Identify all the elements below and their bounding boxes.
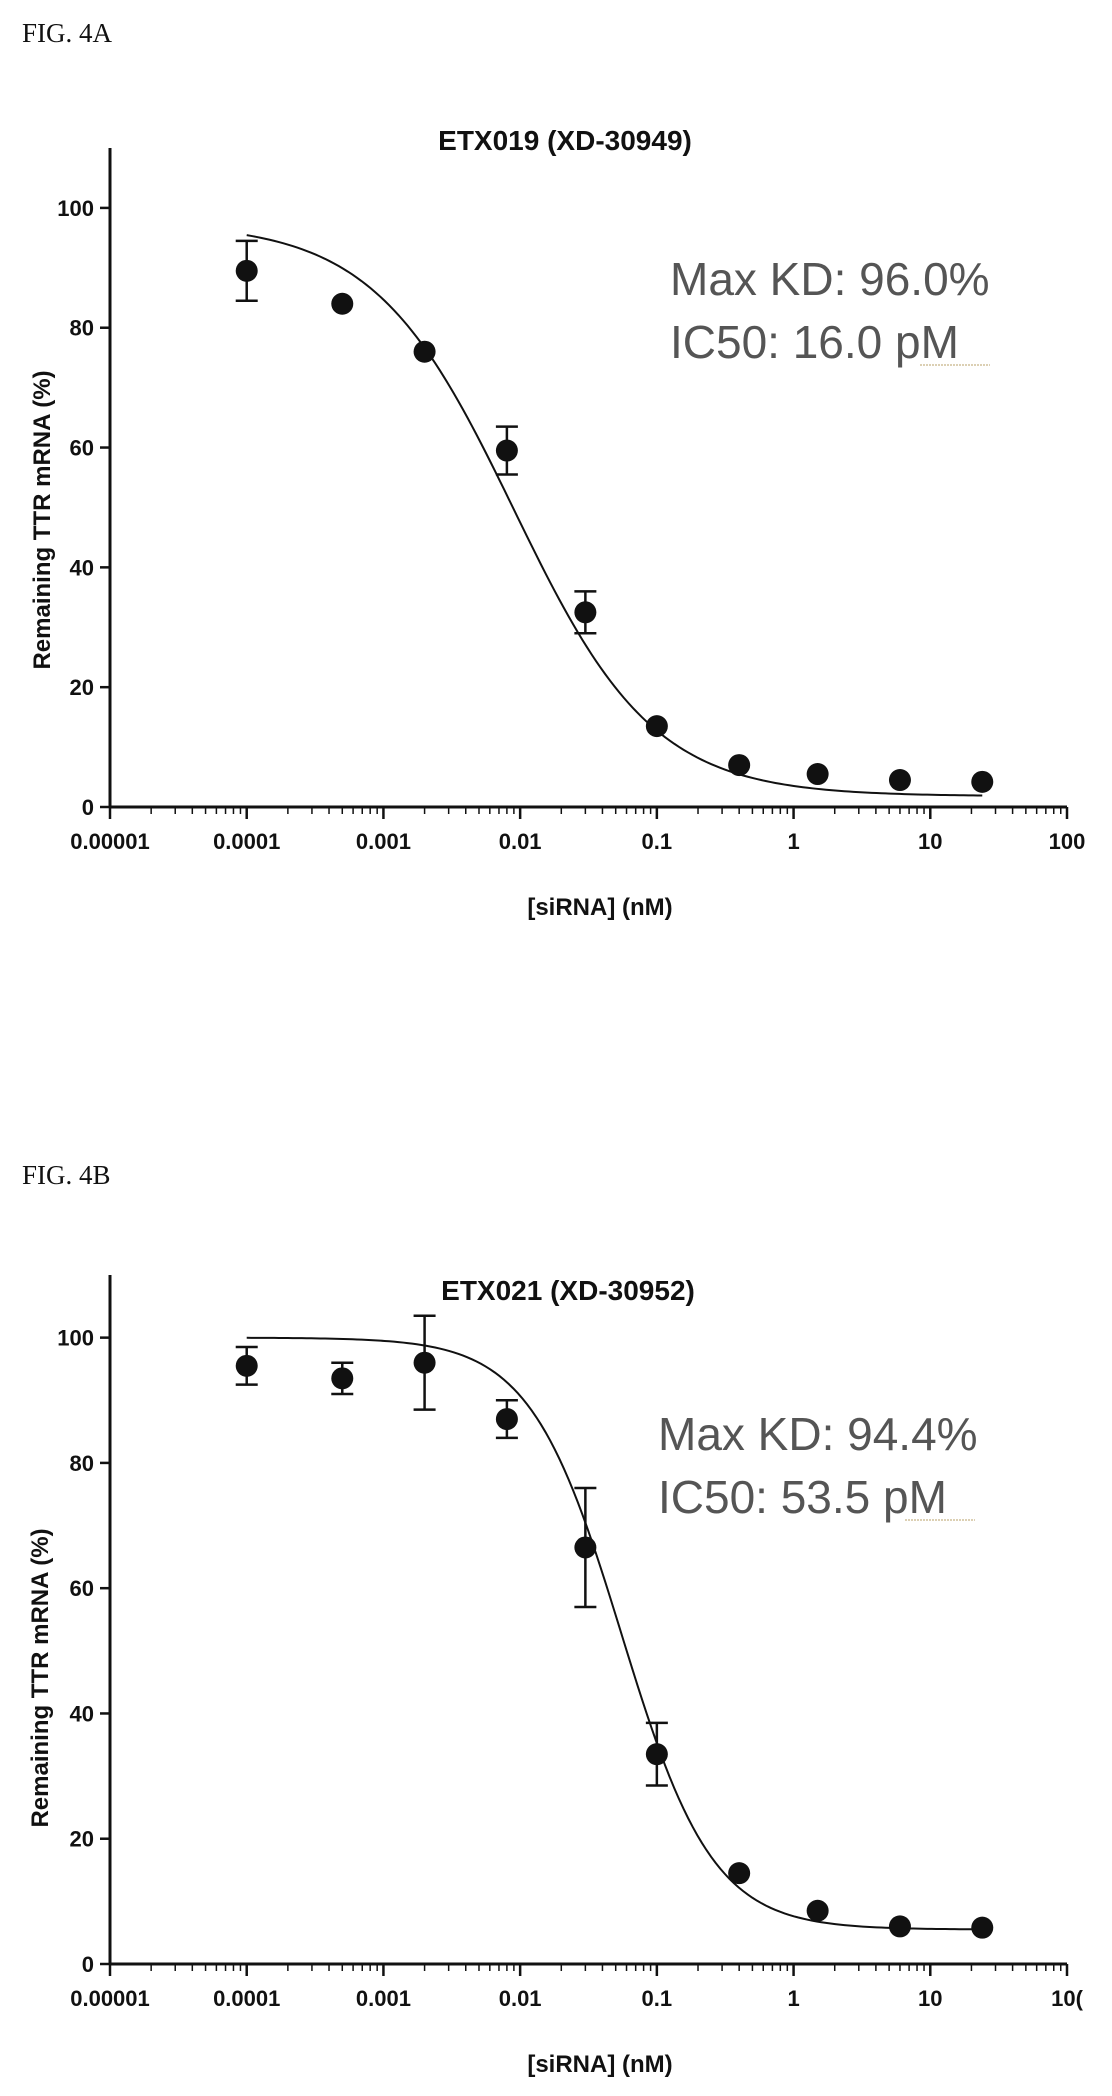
data-point bbox=[806, 1899, 829, 1922]
y-tick-label: 100 bbox=[57, 1326, 94, 1351]
data-point bbox=[728, 1862, 751, 1885]
figure-label-4a: FIG. 4A bbox=[22, 18, 113, 48]
data-point bbox=[495, 1408, 518, 1431]
x-tick-label: 0.01 bbox=[499, 1986, 542, 2011]
data-point bbox=[413, 1351, 436, 1374]
y-tick-label: 0 bbox=[82, 795, 94, 820]
x-tick-label: 10 bbox=[918, 829, 942, 854]
x-tick-label: 0.00001 bbox=[70, 1986, 150, 2011]
y-tick-label: 20 bbox=[70, 1827, 94, 1852]
y-tick-label: 20 bbox=[70, 675, 94, 700]
dose-response-chart-a: ETX019 (XD-30949) [siRNA] (nM) Remaining… bbox=[29, 125, 1085, 921]
fit-curve bbox=[246, 1336, 983, 1931]
figure-label-4b: FIG. 4B bbox=[22, 1160, 111, 1190]
annotation-max-kd: Max KD: 94.4% bbox=[658, 1408, 978, 1460]
data-point bbox=[728, 754, 751, 777]
data-point bbox=[331, 292, 354, 315]
data-point bbox=[574, 601, 597, 624]
chart-title: ETX021 (XD-30952) bbox=[441, 1275, 695, 1306]
x-tick-label: 10( bbox=[1051, 1986, 1083, 2011]
data-point bbox=[645, 715, 668, 738]
plot-area: 0 20 40 60 80 100 0.00001 0.0001 0.001 0.01 0.1 1 10… bbox=[57, 148, 1085, 854]
data-point bbox=[888, 769, 911, 792]
dose-response-chart-b: ETX021 (XD-30952) [siRNA] (nM) Remaining… bbox=[27, 1275, 1084, 2078]
data-point bbox=[971, 1916, 994, 1939]
x-tick-label: 0.01 bbox=[499, 829, 542, 854]
data-point bbox=[331, 1367, 354, 1390]
y-tick-label: 40 bbox=[70, 1701, 94, 1726]
data-point bbox=[971, 770, 994, 793]
annotation-ic50: IC50: 53.5 pM bbox=[658, 1471, 947, 1523]
x-tick-label: 0.1 bbox=[642, 829, 673, 854]
y-axis-label: Remaining TTR mRNA (%) bbox=[29, 370, 56, 669]
annotation-ic50: IC50: 16.0 pM bbox=[670, 316, 959, 368]
x-tick-label: 100 bbox=[1049, 829, 1086, 854]
data-point bbox=[235, 1354, 258, 1377]
y-tick-label: 100 bbox=[57, 196, 94, 221]
x-tick-label: 0.001 bbox=[356, 1986, 411, 2011]
x-tick-label: 0.001 bbox=[356, 829, 411, 854]
annotation-max-kd: Max KD: 96.0% bbox=[670, 253, 990, 305]
x-tick-label: 0.00001 bbox=[70, 829, 150, 854]
data-point bbox=[806, 763, 829, 786]
data-point bbox=[413, 340, 436, 363]
y-tick-label: 0 bbox=[82, 1952, 94, 1977]
x-tick-label: 0.1 bbox=[642, 1986, 673, 2011]
x-axis-label: [siRNA] (nM) bbox=[527, 2051, 672, 2078]
x-tick-label: 10 bbox=[918, 1986, 942, 2011]
y-tick-label: 60 bbox=[70, 436, 94, 461]
x-tick-label: 0.0001 bbox=[213, 1986, 280, 2011]
fit-curve bbox=[246, 234, 983, 797]
data-point bbox=[888, 1915, 911, 1938]
y-tick-label: 60 bbox=[70, 1576, 94, 1601]
y-axis-label: Remaining TTR mRNA (%) bbox=[27, 1528, 54, 1827]
x-axis-label: [siRNA] (nM) bbox=[527, 894, 672, 921]
x-tick-label: 1 bbox=[787, 1986, 799, 2011]
x-tick-label: 0.0001 bbox=[213, 829, 280, 854]
data-point bbox=[645, 1743, 668, 1766]
data-point bbox=[574, 1536, 597, 1559]
y-tick-label: 40 bbox=[70, 555, 94, 580]
x-tick-label: 1 bbox=[787, 829, 799, 854]
data-point bbox=[495, 439, 518, 462]
chart-title: ETX019 (XD-30949) bbox=[438, 125, 692, 156]
data-point bbox=[235, 259, 258, 282]
y-tick-label: 80 bbox=[70, 316, 94, 341]
y-tick-label: 80 bbox=[70, 1451, 94, 1476]
plot-area: 0 20 40 60 80 100 0.00001 0.0001 0.001 0.01 0.1 1 10… bbox=[57, 1275, 1084, 2011]
